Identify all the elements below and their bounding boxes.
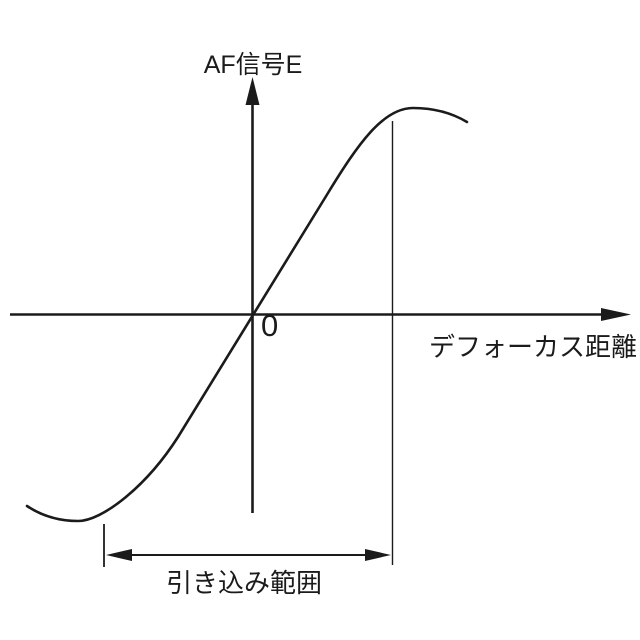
y-axis-label: AF信号E xyxy=(204,51,303,79)
range-label: 引き込み範囲 xyxy=(166,568,322,598)
origin-label: 0 xyxy=(261,308,278,343)
range-arrow-left-head-icon xyxy=(106,549,132,561)
range-arrow-right-head-icon xyxy=(365,549,391,561)
x-axis-arrowhead-icon xyxy=(601,308,631,321)
y-axis-arrowhead-icon xyxy=(245,77,260,105)
x-axis-label: デフォーカス距離 xyxy=(429,332,637,362)
af-signal-curve xyxy=(25,106,469,523)
